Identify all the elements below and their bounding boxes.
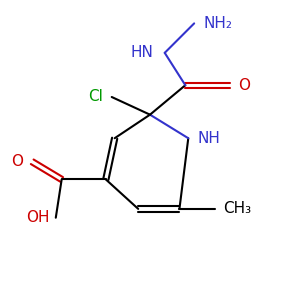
- Text: O: O: [238, 78, 250, 93]
- Text: O: O: [11, 154, 23, 169]
- Text: NH₂: NH₂: [203, 16, 232, 31]
- Text: OH: OH: [26, 210, 50, 225]
- Text: Cl: Cl: [88, 89, 103, 104]
- Text: CH₃: CH₃: [224, 201, 252, 216]
- Text: HN: HN: [130, 45, 153, 60]
- Text: NH: NH: [197, 131, 220, 146]
